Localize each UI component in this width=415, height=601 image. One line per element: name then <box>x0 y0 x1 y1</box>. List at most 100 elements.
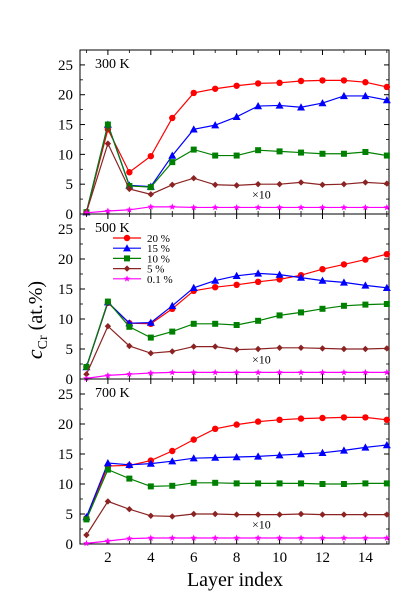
series-20-pct <box>83 414 391 522</box>
data-point <box>297 368 305 376</box>
y-axis-title-symbol: c <box>22 349 47 359</box>
data-point <box>190 510 197 518</box>
data-point <box>147 369 155 376</box>
data-point <box>147 483 154 490</box>
data-point <box>319 345 326 352</box>
data-point <box>168 301 177 309</box>
data-point <box>362 534 369 541</box>
data-point <box>147 334 154 341</box>
data-point <box>254 180 262 188</box>
data-point <box>319 305 326 312</box>
series-line <box>85 79 387 213</box>
data-point <box>254 452 263 460</box>
x-tick-label: 10 <box>272 550 287 566</box>
data-point <box>232 112 241 120</box>
data-point <box>362 203 369 211</box>
data-point <box>126 535 133 542</box>
data-point <box>211 343 219 350</box>
data-point <box>340 368 348 376</box>
data-point <box>340 481 347 487</box>
data-point <box>254 534 262 541</box>
legend-label: 0.1 % <box>147 274 173 286</box>
data-point <box>362 480 369 487</box>
data-point <box>340 414 348 421</box>
series-10-pct <box>83 466 390 523</box>
data-point <box>211 510 219 518</box>
legend-marker <box>123 234 131 242</box>
data-point <box>190 320 197 327</box>
series-line <box>85 500 387 536</box>
legend-marker <box>123 244 131 252</box>
data-point <box>233 203 240 211</box>
data-point <box>169 482 176 489</box>
data-point <box>340 302 347 309</box>
data-point <box>147 203 155 210</box>
legend-label: 15 % <box>147 243 170 255</box>
data-point <box>318 276 327 284</box>
data-point <box>254 345 262 353</box>
data-point <box>319 511 326 518</box>
data-point <box>147 512 155 519</box>
data-point <box>104 498 112 505</box>
data-point <box>211 284 219 291</box>
y-tick-label: 25 <box>58 387 73 403</box>
panel-500k: 0 5 10 15 20 25 500 K ×10 <box>58 213 391 388</box>
data-point <box>146 318 155 326</box>
legend-entry: 10 % <box>113 253 170 265</box>
data-point <box>297 77 305 85</box>
data-point <box>340 511 348 518</box>
series-15-pct <box>82 441 391 521</box>
data-point <box>126 185 133 193</box>
data-point <box>168 368 176 376</box>
data-point <box>104 207 112 214</box>
data-point <box>233 421 240 428</box>
data-point <box>103 459 112 467</box>
series-15-pct <box>82 269 391 371</box>
data-point <box>83 374 90 382</box>
y-axis-title-subscript: Cr <box>36 335 51 349</box>
series-10-pct <box>83 298 390 370</box>
series-line <box>85 300 387 368</box>
y-tick-label: 15 <box>58 282 73 298</box>
data-point <box>297 103 306 111</box>
data-point <box>169 159 176 166</box>
data-point <box>190 203 198 211</box>
data-point <box>276 344 283 351</box>
data-point <box>233 346 240 353</box>
data-point <box>340 77 348 84</box>
data-point <box>319 203 326 211</box>
legend-label: 10 % <box>147 253 170 265</box>
y-tick-label: 0 <box>66 537 74 553</box>
data-point <box>126 169 133 176</box>
data-point <box>233 182 240 189</box>
data-point <box>340 180 348 188</box>
data-point <box>383 83 391 91</box>
data-point <box>104 121 111 128</box>
data-point <box>276 148 283 155</box>
data-point <box>190 368 198 376</box>
y-axis-title: cCr (at.%) <box>22 281 51 359</box>
data-point <box>276 203 283 211</box>
y-tick-label: 20 <box>58 252 73 268</box>
data-point <box>168 203 176 210</box>
data-point <box>211 425 219 432</box>
data-point <box>276 534 283 541</box>
data-point <box>211 181 219 188</box>
data-point <box>254 418 262 425</box>
data-point <box>125 460 134 468</box>
data-point <box>147 184 154 191</box>
data-point <box>382 441 391 449</box>
data-point <box>147 191 155 198</box>
data-point <box>339 91 348 100</box>
data-point <box>383 368 391 376</box>
data-point <box>254 511 262 518</box>
data-point <box>126 323 133 330</box>
data-point <box>298 309 305 316</box>
data-point <box>276 79 283 87</box>
x-axis-title: Layer index <box>187 569 283 591</box>
data-point <box>297 534 305 541</box>
data-point <box>169 447 176 455</box>
data-point <box>383 511 391 518</box>
data-point <box>383 152 390 159</box>
